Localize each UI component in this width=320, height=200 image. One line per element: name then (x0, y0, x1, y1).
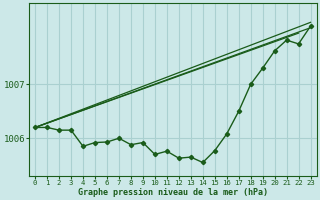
X-axis label: Graphe pression niveau de la mer (hPa): Graphe pression niveau de la mer (hPa) (78, 188, 268, 197)
